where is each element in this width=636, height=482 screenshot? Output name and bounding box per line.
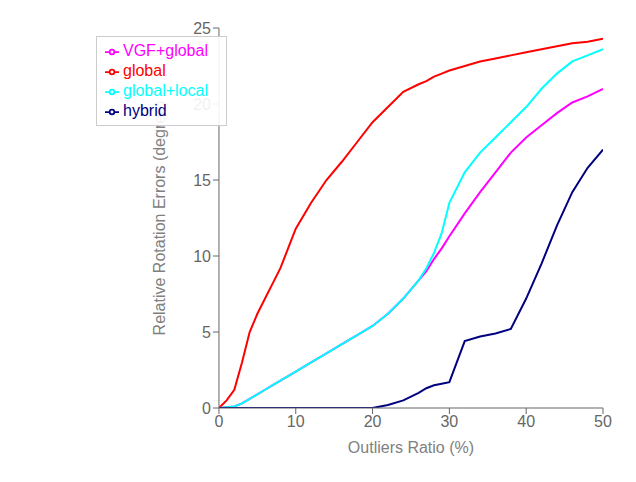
- svg-text:50: 50: [594, 413, 612, 430]
- svg-text:40: 40: [517, 413, 535, 430]
- svg-text:5: 5: [202, 324, 211, 341]
- svg-text:0: 0: [215, 413, 224, 430]
- svg-text:Outliers Ratio (%): Outliers Ratio (%): [348, 439, 474, 456]
- svg-text:15: 15: [193, 172, 211, 189]
- svg-text:20: 20: [193, 96, 211, 113]
- svg-text:30: 30: [440, 413, 458, 430]
- svg-text:10: 10: [193, 248, 211, 265]
- svg-text:25: 25: [193, 20, 211, 37]
- svg-text:20: 20: [364, 413, 382, 430]
- svg-text:0: 0: [202, 400, 211, 417]
- svg-text:10: 10: [287, 413, 305, 430]
- svg-text:Relative Rotation Errors (degr: Relative Rotation Errors (degree): [151, 101, 168, 336]
